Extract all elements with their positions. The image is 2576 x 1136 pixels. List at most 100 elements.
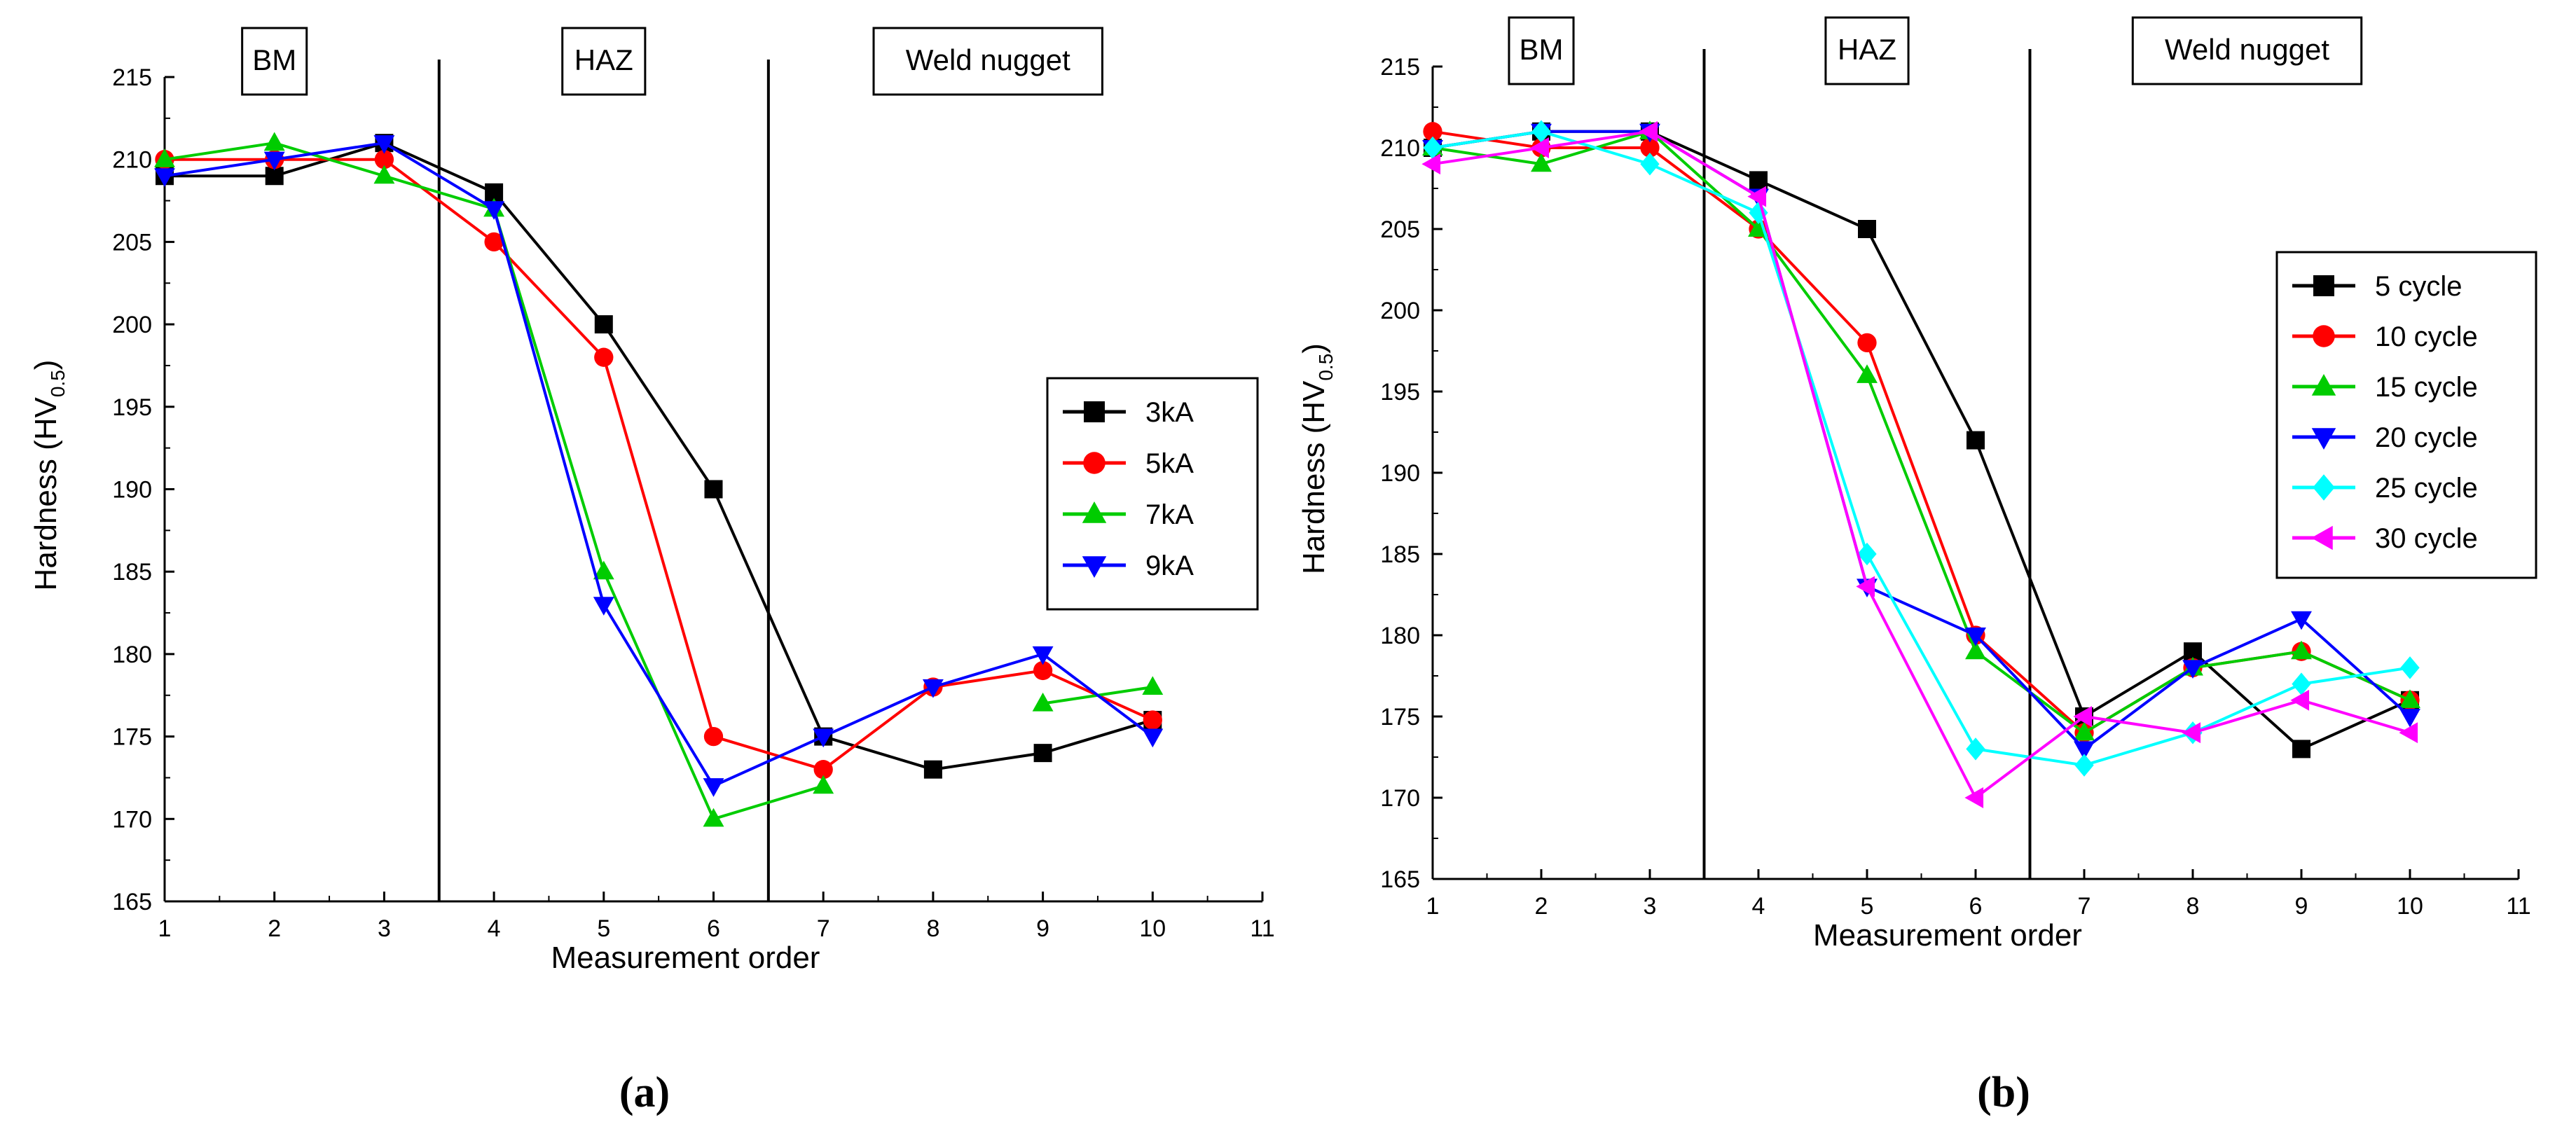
data-point (1640, 138, 1660, 158)
data-point (2074, 754, 2094, 777)
legend-marker (2311, 525, 2333, 550)
y-tick-label: 195 (1380, 379, 1420, 406)
data-point (1530, 137, 1550, 158)
x-tick-label: 1 (1426, 893, 1440, 920)
y-tick-label: 190 (112, 477, 152, 504)
legend-marker (1082, 501, 1107, 523)
data-point (1531, 153, 1552, 172)
data-point (1858, 220, 1876, 238)
legend-label: 7kA (1145, 499, 1194, 530)
data-point (2291, 640, 2312, 660)
y-axis-title-main: Hardness (HV (29, 396, 63, 590)
legend-label: 5 cycle (2375, 271, 2463, 302)
data-point (2291, 611, 2312, 630)
y-tick-label: 200 (112, 312, 152, 338)
zone-label: Weld nugget (906, 43, 1070, 76)
data-point (1032, 692, 1054, 712)
y-axis-title: Hardness (HV0.5) (29, 360, 69, 591)
legend-label: 5kA (1145, 448, 1194, 479)
y-tick-label: 170 (1380, 785, 1420, 812)
data-point (813, 728, 834, 748)
x-axis-title: Measurement order (551, 941, 820, 975)
y-axis-title-close: ) (1297, 343, 1331, 354)
data-point (923, 760, 942, 779)
legend-label: 20 cycle (2375, 422, 2478, 453)
data-point (703, 726, 724, 747)
x-tick-label: 7 (817, 915, 830, 942)
legend-marker (2311, 428, 2336, 450)
series-line (1432, 130, 2411, 801)
y-tick-label: 175 (112, 724, 152, 751)
data-point (593, 597, 614, 616)
zone-label-box (1508, 16, 1575, 85)
data-point (1033, 660, 1053, 681)
y-tick-label: 210 (112, 147, 152, 174)
data-point (263, 151, 285, 171)
legend-marker (1084, 401, 1105, 422)
zone-label: BM (252, 43, 296, 76)
zone-label: BM (1520, 33, 1564, 66)
data-point (1033, 744, 1052, 763)
x-tick-label: 8 (2186, 893, 2200, 920)
data-point (1749, 171, 1768, 190)
data-point (2290, 689, 2310, 711)
data-point (813, 775, 834, 794)
y-axis-title-close: ) (29, 360, 63, 370)
data-point (2182, 722, 2201, 744)
x-tick-label: 6 (707, 915, 720, 942)
x-tick-label: 4 (488, 915, 501, 942)
data-point (1967, 431, 1985, 450)
x-tick-label: 10 (1139, 915, 1166, 942)
data-point (2400, 656, 2420, 679)
y-tick-label: 190 (1380, 460, 1420, 487)
data-point (483, 201, 505, 220)
y-axis-title-sub: 0.5 (1315, 354, 1337, 381)
y-tick-label: 175 (1380, 704, 1420, 730)
y-tick-label: 215 (1380, 54, 1420, 81)
x-tick-label: 1 (158, 915, 172, 942)
x-tick-label: 2 (1535, 893, 1548, 920)
data-point (1531, 120, 1551, 144)
zone-label-box (1824, 16, 1910, 85)
data-point (2074, 721, 2095, 741)
data-point (484, 232, 504, 252)
zone-label-box (241, 27, 308, 96)
legend-marker (2313, 325, 2335, 347)
y-tick-label: 185 (1380, 541, 1420, 568)
x-tick-label: 8 (926, 915, 939, 942)
data-point (2292, 740, 2310, 759)
data-point (154, 168, 175, 187)
legend-label: 3kA (1145, 397, 1194, 428)
legend-marker (2313, 275, 2334, 296)
data-point (2073, 706, 2093, 727)
data-point (1747, 186, 1767, 207)
y-tick-label: 185 (112, 559, 152, 586)
panel-label: (b) (1977, 1069, 2030, 1116)
data-point (2292, 672, 2311, 695)
y-tick-label: 200 (1380, 298, 1420, 324)
data-point (1966, 737, 1985, 761)
data-point (2182, 660, 2203, 679)
panel-label: (a) (619, 1069, 670, 1116)
chart-panel-b: 165 170 175 180 185 190 195 200 205 210 215 1 2 3 4 5 6 7… (1297, 16, 2537, 1116)
x-tick-label: 5 (1861, 893, 1874, 920)
data-point (2399, 689, 2420, 708)
data-point (813, 760, 833, 780)
legend-marker (1083, 452, 1106, 474)
legend-box (2275, 251, 2537, 579)
zone-label: HAZ (1838, 33, 1896, 66)
data-point (593, 560, 614, 580)
data-point (1964, 787, 1984, 808)
y-axis-title: Hardness (HV0.5) (1297, 343, 1337, 574)
data-point (703, 778, 724, 797)
legend-label: 10 cycle (2375, 321, 2478, 352)
series-line (164, 141, 1154, 788)
data-point (1032, 646, 1054, 665)
series-30-cycle (1421, 120, 2418, 808)
y-tick-label: 165 (112, 889, 152, 915)
zone-label-box (561, 27, 647, 96)
legend-marker (1082, 556, 1107, 578)
data-point (594, 347, 614, 367)
data-point (1142, 676, 1164, 695)
